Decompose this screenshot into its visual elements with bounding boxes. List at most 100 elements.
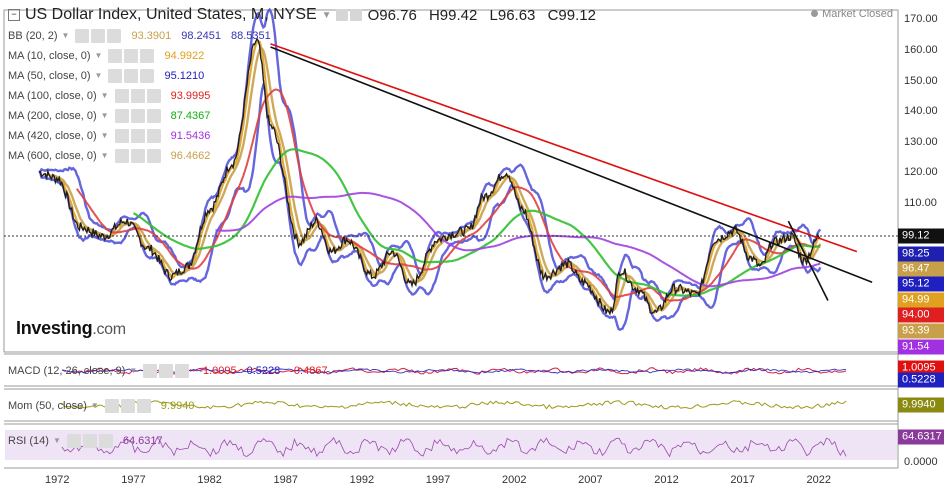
bollinger-upper-band xyxy=(38,7,822,302)
settings-icon[interactable] xyxy=(159,363,174,378)
settings-icon[interactable] xyxy=(349,9,362,21)
price-tag: 99.12 xyxy=(898,228,944,244)
price-tag: 96.47 xyxy=(898,261,944,277)
x-tick-label: 1992 xyxy=(349,474,375,486)
indicator-controls xyxy=(114,108,163,123)
pane-value: 64.6317 xyxy=(122,434,163,447)
close-icon[interactable] xyxy=(98,433,113,448)
close-icon[interactable] xyxy=(146,128,161,143)
momentum-line xyxy=(61,400,847,410)
eye-icon[interactable] xyxy=(66,433,81,448)
eye-icon[interactable] xyxy=(75,28,90,43)
indicator-row[interactable]: MA (10, close, 0) ▼ 94.9922 xyxy=(8,47,214,64)
eye-icon[interactable] xyxy=(114,88,129,103)
indicator-value: 98.2451 xyxy=(181,29,221,42)
trendline-short-black[interactable] xyxy=(787,220,829,301)
settings-icon[interactable] xyxy=(130,128,145,143)
close-icon[interactable] xyxy=(136,398,151,413)
pane-controls xyxy=(143,363,191,378)
chevron-down-icon[interactable]: ▼ xyxy=(129,366,138,375)
indicator-row[interactable]: MA (600, close, 0) ▼ 96.4662 xyxy=(8,147,220,164)
pane-value: -0.4867 xyxy=(290,364,328,377)
instrument-title: US Dollar Index, United States, M, NYSE xyxy=(25,6,317,23)
eye-icon[interactable] xyxy=(108,68,123,83)
indicator-label: MA (10, close, 0) xyxy=(8,49,91,62)
chevron-down-icon[interactable]: ▼ xyxy=(321,9,332,21)
pane-legend-rsi[interactable]: RSI (14) ▼ 64.6317 xyxy=(8,432,173,449)
price-line xyxy=(38,37,821,316)
eye-icon[interactable] xyxy=(143,363,158,378)
settings-icon[interactable] xyxy=(130,108,145,123)
close-icon[interactable] xyxy=(146,148,161,163)
indicator-controls xyxy=(75,28,123,43)
y-tick-label: 130.00 xyxy=(904,135,938,148)
settings-icon[interactable] xyxy=(124,68,139,83)
close-icon[interactable] xyxy=(107,28,122,43)
y-tick-label: 140.00 xyxy=(904,105,938,118)
indicator-row[interactable]: MA (100, close, 0) ▼ 93.9995 xyxy=(8,87,220,104)
indicator-controls xyxy=(114,88,163,103)
pane-value-tag: 9.9940 xyxy=(898,397,944,413)
indicator-label: MA (600, close, 0) xyxy=(8,149,97,162)
indicator-row[interactable]: MA (200, close, 0) ▼ 87.4367 xyxy=(8,107,220,124)
pane-legend-mom[interactable]: Mom (50, close) ▼ 9.9940 xyxy=(8,397,204,414)
indicator-value: 93.9995 xyxy=(170,89,211,102)
y-tick-label: 120.00 xyxy=(904,166,938,179)
indicator-value: 91.5436 xyxy=(170,129,211,142)
y-tick-label: 150.00 xyxy=(904,74,938,87)
logo-suffix-text: .com xyxy=(92,321,126,338)
eye-icon[interactable] xyxy=(114,148,129,163)
macd-signal-line xyxy=(61,368,847,374)
settings-icon[interactable] xyxy=(91,28,106,43)
chevron-down-icon[interactable]: ▼ xyxy=(94,51,103,60)
chevron-down-icon[interactable]: ▼ xyxy=(100,151,109,160)
chevron-down-icon[interactable]: ▼ xyxy=(61,31,70,40)
settings-icon[interactable] xyxy=(124,48,139,63)
chevron-down-icon[interactable]: ▼ xyxy=(52,436,61,445)
close-icon[interactable] xyxy=(175,363,190,378)
pane-value: -1.0095 xyxy=(199,364,237,377)
pane-value-tag: 0.5228 xyxy=(898,372,944,388)
indicator-row[interactable]: MA (50, close, 0) ▼ 95.1210 xyxy=(8,67,214,84)
trendline-upper-red[interactable] xyxy=(270,43,858,253)
close-icon[interactable] xyxy=(140,48,155,63)
close-icon[interactable] xyxy=(146,88,161,103)
logo-main-text: Investing xyxy=(16,318,93,338)
chevron-down-icon[interactable]: ▼ xyxy=(100,91,109,100)
trendline-lower-black[interactable] xyxy=(270,46,873,283)
rsi-band xyxy=(5,430,897,460)
pane-value: 9.9940 xyxy=(160,399,195,412)
price-tag: 93.39 xyxy=(898,323,944,339)
ma-100-line xyxy=(75,88,821,302)
open-value: O96.76 xyxy=(367,6,417,24)
settings-icon[interactable] xyxy=(120,398,135,413)
close-icon[interactable] xyxy=(146,108,161,123)
price-tag: 91.54 xyxy=(898,339,944,355)
eye-icon[interactable] xyxy=(114,108,129,123)
eye-icon[interactable] xyxy=(108,48,123,63)
chevron-down-icon[interactable]: ▼ xyxy=(100,131,109,140)
investing-logo: Investing.com xyxy=(16,318,126,339)
settings-icon[interactable] xyxy=(130,148,145,163)
close-icon[interactable] xyxy=(140,68,155,83)
chevron-down-icon[interactable]: ▼ xyxy=(94,71,103,80)
chevron-down-icon[interactable]: ▼ xyxy=(100,111,109,120)
x-tick-label: 1972 xyxy=(45,474,70,486)
pane-value: 0.5228 xyxy=(246,364,281,377)
indicator-row[interactable]: BB (20, 2) ▼ 93.3901 98.2451 88.5351 xyxy=(8,27,281,44)
eye-icon[interactable] xyxy=(104,398,119,413)
pane-controls xyxy=(104,398,153,413)
indicator-row[interactable]: MA (420, close, 0) ▼ 91.5436 xyxy=(8,127,220,144)
indicator-controls xyxy=(114,148,163,163)
chevron-down-icon[interactable]: ▼ xyxy=(90,401,99,410)
settings-icon[interactable] xyxy=(130,88,145,103)
indicator-value: 88.5351 xyxy=(230,29,271,42)
collapse-icon[interactable]: − xyxy=(8,9,20,21)
price-tag: 94.99 xyxy=(898,292,944,308)
eye-icon[interactable] xyxy=(335,9,348,21)
pane-legend-macd[interactable]: MACD (12, 26, close, 9) ▼ -1.0095 0.5228 -0.… xyxy=(8,362,338,379)
eye-icon[interactable] xyxy=(114,128,129,143)
settings-icon[interactable] xyxy=(82,433,97,448)
pane-label: RSI (14) xyxy=(8,434,49,447)
